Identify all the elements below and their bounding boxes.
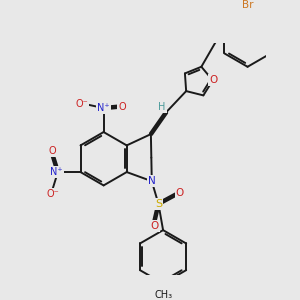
Text: O: O <box>118 102 126 112</box>
Text: N: N <box>148 176 156 186</box>
Text: N⁺: N⁺ <box>97 103 110 113</box>
Text: CH₃: CH₃ <box>154 290 172 300</box>
Text: H: H <box>158 102 166 112</box>
Text: S: S <box>155 199 162 209</box>
Text: O: O <box>49 146 56 156</box>
Text: N⁺: N⁺ <box>50 167 63 177</box>
Text: O⁻: O⁻ <box>75 99 88 109</box>
Text: O⁻: O⁻ <box>46 189 59 199</box>
Text: O: O <box>150 221 159 231</box>
Text: O: O <box>209 75 217 85</box>
Text: Br: Br <box>242 0 253 10</box>
Text: O: O <box>176 188 184 198</box>
